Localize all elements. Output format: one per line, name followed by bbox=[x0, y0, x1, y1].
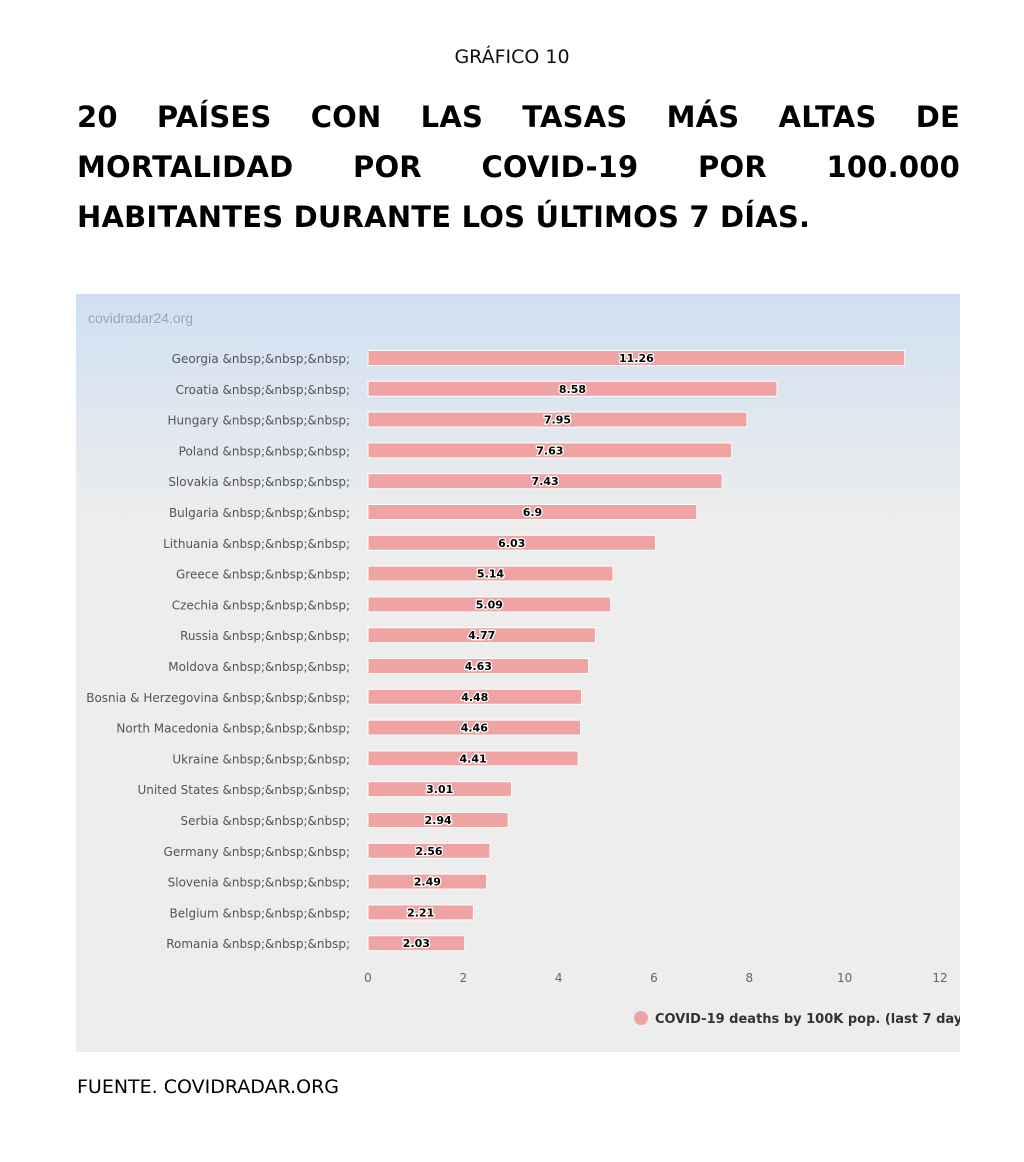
data-label: 5.09 bbox=[476, 598, 503, 611]
bar bbox=[367, 904, 474, 921]
data-label: 11.26 bbox=[619, 352, 654, 365]
source-note: FUENTE. COVIDRADAR.ORG bbox=[77, 1076, 340, 1098]
category-label: Slovenia &nbsp;&nbsp;&nbsp; bbox=[168, 876, 350, 890]
category-label: North Macedonia &nbsp;&nbsp;&nbsp; bbox=[116, 722, 350, 736]
bar bbox=[367, 350, 906, 366]
bar bbox=[367, 842, 491, 859]
category-label: Georgia &nbsp;&nbsp;&nbsp; bbox=[172, 352, 350, 366]
bar bbox=[367, 781, 512, 798]
data-label: 7.43 bbox=[532, 475, 559, 488]
bar-chart: covidradar24.org Georgia &nbsp;&nbsp;&nb… bbox=[76, 294, 960, 1052]
category-label: Russia &nbsp;&nbsp;&nbsp; bbox=[180, 629, 350, 643]
legend-marker bbox=[634, 1011, 648, 1025]
bar bbox=[367, 565, 614, 582]
category-label: Slovakia &nbsp;&nbsp;&nbsp; bbox=[168, 475, 350, 489]
bar bbox=[367, 688, 583, 705]
category-label: Bulgaria &nbsp;&nbsp;&nbsp; bbox=[169, 506, 350, 520]
category-label: Hungary &nbsp;&nbsp;&nbsp; bbox=[167, 414, 350, 428]
category-label: Ukraine &nbsp;&nbsp;&nbsp; bbox=[172, 752, 350, 766]
x-tick-label: 12 bbox=[932, 971, 947, 985]
x-tick-label: 8 bbox=[746, 971, 754, 985]
x-tick-label: 4 bbox=[555, 971, 563, 985]
data-label: 2.94 bbox=[424, 814, 451, 827]
category-label: Germany &nbsp;&nbsp;&nbsp; bbox=[164, 845, 350, 859]
bar bbox=[367, 504, 698, 520]
bar bbox=[367, 750, 579, 767]
data-label: 2.56 bbox=[415, 845, 442, 858]
data-label: 6.03 bbox=[498, 537, 525, 550]
bar bbox=[367, 627, 596, 644]
data-label: 2.21 bbox=[407, 906, 434, 919]
data-label: 8.58 bbox=[559, 383, 586, 396]
category-label: Lithuania &nbsp;&nbsp;&nbsp; bbox=[163, 537, 350, 551]
bar bbox=[367, 935, 466, 952]
data-label: 5.14 bbox=[477, 568, 504, 581]
chart-title: 20 PAÍSES CON LAS TASAS MÁS ALTAS DE MOR… bbox=[77, 100, 960, 234]
data-label: 4.46 bbox=[461, 722, 488, 735]
bar bbox=[367, 719, 582, 736]
data-label: 6.9 bbox=[523, 506, 543, 519]
bar bbox=[367, 411, 748, 428]
chart-kicker: GRÁFICO 10 bbox=[454, 46, 570, 68]
category-label: United States &nbsp;&nbsp;&nbsp; bbox=[137, 783, 350, 797]
x-axis: 0 2 4 6 8 10 12 bbox=[364, 971, 947, 985]
category-label: Romania &nbsp;&nbsp;&nbsp; bbox=[166, 937, 350, 951]
data-label: 4.41 bbox=[460, 752, 487, 765]
data-label: 7.95 bbox=[544, 414, 571, 427]
data-label: 7.63 bbox=[536, 444, 563, 457]
bar bbox=[367, 658, 590, 674]
category-label: Czechia &nbsp;&nbsp;&nbsp; bbox=[172, 598, 350, 612]
legend: COVID-19 deaths by 100K pop. (last 7 day… bbox=[634, 1011, 960, 1027]
x-tick-label: 10 bbox=[837, 971, 852, 985]
data-label: 4.63 bbox=[465, 660, 492, 673]
bar bbox=[367, 442, 733, 459]
bar bbox=[367, 534, 656, 551]
category-label: Serbia &nbsp;&nbsp;&nbsp; bbox=[180, 814, 350, 828]
data-label: 2.03 bbox=[403, 937, 430, 950]
x-tick-label: 6 bbox=[650, 971, 658, 985]
bar bbox=[367, 473, 723, 490]
category-label: Bosnia & Herzegovina &nbsp;&nbsp;&nbsp; bbox=[86, 691, 350, 705]
data-label: 3.01 bbox=[426, 783, 453, 796]
x-tick-label: 0 bbox=[364, 971, 372, 985]
bar bbox=[367, 873, 488, 890]
category-label: Poland &nbsp;&nbsp;&nbsp; bbox=[179, 444, 350, 458]
bar bbox=[367, 596, 612, 613]
category-label: Croatia &nbsp;&nbsp;&nbsp; bbox=[176, 383, 350, 397]
data-label: 4.77 bbox=[468, 629, 495, 642]
bar bbox=[367, 812, 509, 828]
category-label: Greece &nbsp;&nbsp;&nbsp; bbox=[176, 568, 350, 582]
legend-label: COVID-19 deaths by 100K pop. (last 7 day… bbox=[655, 1012, 960, 1027]
bar bbox=[367, 380, 778, 397]
x-tick-label: 2 bbox=[460, 971, 468, 985]
category-label: Belgium &nbsp;&nbsp;&nbsp; bbox=[170, 906, 351, 920]
data-label: 4.48 bbox=[461, 691, 488, 704]
bars-layer: Georgia &nbsp;&nbsp;&nbsp; 11.26 Croatia &… bbox=[86, 350, 906, 952]
data-label: 2.49 bbox=[414, 876, 441, 889]
watermark: covidradar24.org bbox=[88, 310, 193, 326]
category-label: Moldova &nbsp;&nbsp;&nbsp; bbox=[168, 660, 350, 674]
